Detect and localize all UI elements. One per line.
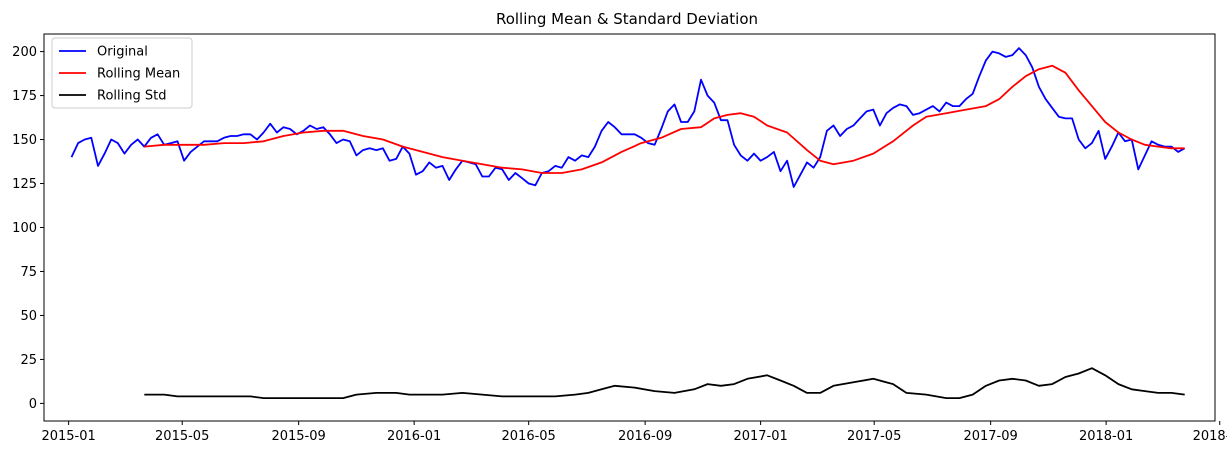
legend-box bbox=[51, 37, 193, 109]
y-tick-label: 100 bbox=[12, 221, 37, 236]
x-tick-label: 2015-09 bbox=[271, 429, 325, 444]
x-tick-label: 2016-05 bbox=[502, 429, 556, 444]
series-layer bbox=[70, 47, 1186, 400]
y-tick-label: 150 bbox=[12, 133, 37, 148]
x-tick-label: 2018-05 bbox=[1193, 429, 1227, 444]
y-tick-label: 0 bbox=[29, 397, 37, 412]
plot-background bbox=[44, 34, 1215, 421]
chart-title: Rolling Mean & Standard Deviation bbox=[496, 10, 758, 28]
x-tick-label: 2016-01 bbox=[387, 429, 441, 444]
legend-label: Original bbox=[97, 45, 148, 60]
legend: Original Rolling Mean Rolling Std bbox=[51, 37, 193, 109]
y-tick-label: 175 bbox=[12, 89, 37, 104]
y-tick-label: 125 bbox=[12, 177, 37, 192]
series-line-rolling-std bbox=[144, 367, 1185, 400]
plot-area bbox=[44, 34, 1215, 421]
x-tick-label: 2017-09 bbox=[963, 429, 1017, 444]
legend-label: Rolling Mean bbox=[97, 67, 180, 82]
series-line-original bbox=[70, 47, 1186, 188]
y-tick-label: 25 bbox=[20, 353, 37, 368]
x-tick-label: 2015-05 bbox=[155, 429, 209, 444]
y-tick-label: 50 bbox=[20, 309, 37, 324]
x-tick-label: 2018-01 bbox=[1079, 429, 1133, 444]
x-tick-label: 2015-01 bbox=[41, 429, 95, 444]
y-tick-label: 200 bbox=[12, 45, 37, 60]
y-tick-label: 75 bbox=[20, 265, 37, 280]
x-tick-label: 2017-05 bbox=[847, 429, 901, 444]
x-tick-label: 2017-01 bbox=[733, 429, 787, 444]
axes: 0 25 50 75 100 125 150 175 200 2015-01 2015-05 2015… bbox=[12, 33, 1227, 444]
x-tick-label: 2016-09 bbox=[618, 429, 672, 444]
series-line-rolling-mean bbox=[144, 64, 1185, 174]
legend-label: Rolling Std bbox=[97, 89, 166, 104]
